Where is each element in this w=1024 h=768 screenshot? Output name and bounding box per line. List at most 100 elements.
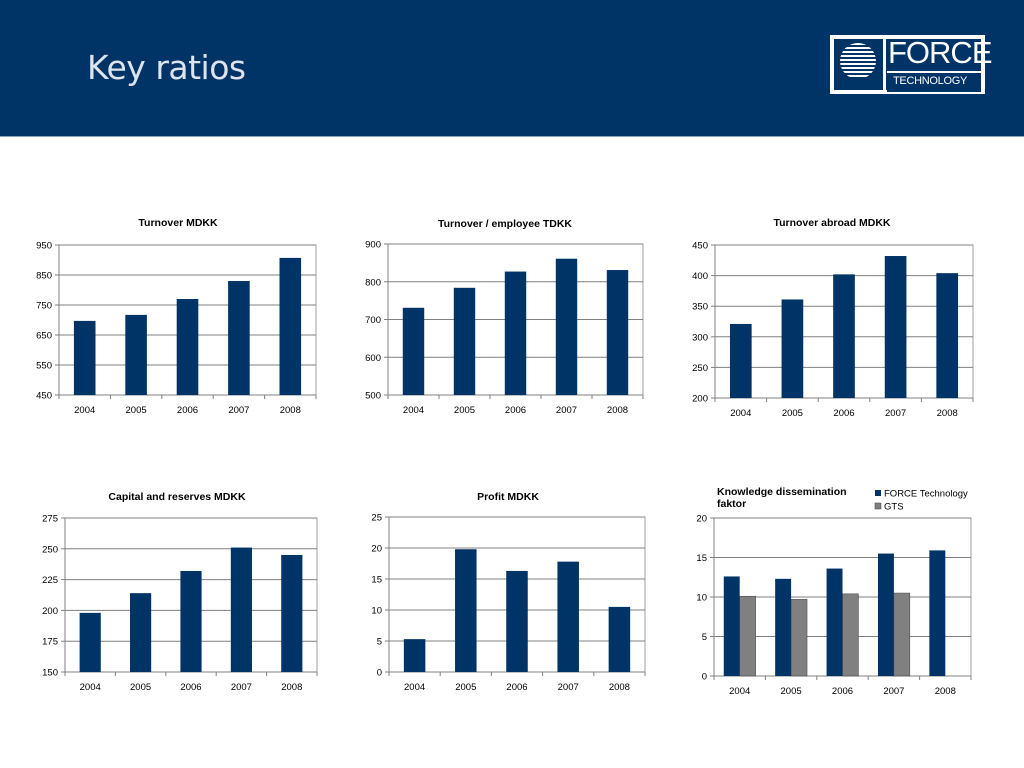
x-tick-label: 2004 xyxy=(729,686,750,697)
chart-title: Profit MDKK xyxy=(477,491,539,503)
bar-force-technology-2004 xyxy=(723,576,740,676)
y-tick-label: 700 xyxy=(365,315,381,326)
x-tick-label: 2008 xyxy=(280,405,301,416)
y-tick-label: 150 xyxy=(42,668,58,679)
y-tick-label: 450 xyxy=(692,241,708,252)
logo-subtitle: TECHNOLOGY xyxy=(893,75,968,87)
chart-title: faktor xyxy=(717,498,746,510)
x-tick-label: 2008 xyxy=(607,405,628,416)
x-tick-label: 2006 xyxy=(833,408,854,419)
x-tick-label: 2004 xyxy=(74,405,95,416)
y-tick-label: 900 xyxy=(365,240,381,251)
bar-2007 xyxy=(230,547,252,672)
y-tick-label: 250 xyxy=(692,363,708,374)
bar-2008 xyxy=(608,606,631,672)
legend-label: FORCE Technology xyxy=(884,489,968,500)
y-tick-label: 15 xyxy=(696,553,707,564)
y-tick-label: 20 xyxy=(696,514,707,525)
chart-title: Capital and reserves MDKK xyxy=(108,491,246,503)
x-tick-label: 2007 xyxy=(558,682,579,693)
y-tick-label: 300 xyxy=(692,332,708,343)
bar-2004 xyxy=(79,612,101,672)
bar-2005 xyxy=(125,314,147,395)
x-tick-label: 2007 xyxy=(228,405,249,416)
y-tick-label: 750 xyxy=(36,301,52,312)
y-tick-label: 600 xyxy=(365,353,381,364)
y-tick-label: 800 xyxy=(365,277,381,288)
x-tick-label: 2004 xyxy=(80,682,101,693)
y-tick-label: 450 xyxy=(36,391,52,402)
bar-2006 xyxy=(176,299,199,395)
bar-gts-2007 xyxy=(893,592,911,677)
x-tick-label: 2004 xyxy=(404,682,425,693)
x-tick-label: 2007 xyxy=(885,408,906,419)
chart-title: Turnover / employee TDKK xyxy=(438,218,572,230)
y-tick-label: 25 xyxy=(371,513,382,524)
bar-2004 xyxy=(403,639,426,672)
bar-2008 xyxy=(606,270,629,395)
chart-title: Turnover abroad MDKK xyxy=(773,217,890,229)
y-tick-label: 500 xyxy=(365,391,381,402)
x-tick-label: 2006 xyxy=(506,682,527,693)
x-tick-label: 2008 xyxy=(281,682,302,693)
y-tick-label: 250 xyxy=(42,544,58,555)
bar-2004 xyxy=(402,307,425,395)
logo-subbar: TECHNOLOGY xyxy=(887,71,981,92)
x-tick-label: 2005 xyxy=(126,405,147,416)
bar-2005 xyxy=(453,287,476,395)
legend-swatch xyxy=(874,502,882,510)
x-tick-label: 2008 xyxy=(935,686,956,697)
bar-2006 xyxy=(506,570,528,672)
x-tick-label: 2007 xyxy=(231,682,252,693)
y-tick-label: 225 xyxy=(42,575,58,586)
x-tick-label: 2006 xyxy=(180,682,201,693)
bar-2006 xyxy=(504,271,527,395)
y-tick-label: 400 xyxy=(692,271,708,282)
bar-gts-2006 xyxy=(842,593,859,677)
x-tick-label: 2007 xyxy=(556,405,577,416)
page-title: Key ratios xyxy=(87,48,246,87)
legend-swatch xyxy=(875,490,881,496)
chart-title: Turnover MDKK xyxy=(138,217,218,229)
bar-force-technology-2007 xyxy=(877,553,894,676)
y-tick-label: 200 xyxy=(692,394,708,405)
force-technology-logo: FORCE TECHNOLOGY xyxy=(830,35,992,94)
x-tick-label: 2004 xyxy=(403,405,424,416)
bar-2006 xyxy=(180,570,202,672)
y-tick-label: 175 xyxy=(42,637,58,648)
y-tick-label: 550 xyxy=(36,361,52,372)
bar-gts-2005 xyxy=(790,599,808,677)
bar-force-technology-2008 xyxy=(929,550,946,676)
chart-title: Knowledge dissemination xyxy=(717,486,847,498)
logo-wordmark: FORCE xyxy=(888,35,992,70)
x-tick-label: 2005 xyxy=(781,686,802,697)
x-tick-label: 2005 xyxy=(454,405,475,416)
bar-2007 xyxy=(884,256,907,398)
bar-2008 xyxy=(281,554,303,672)
x-tick-label: 2006 xyxy=(177,405,198,416)
y-tick-label: 950 xyxy=(36,241,52,252)
bar-2007 xyxy=(228,281,250,395)
slide-header: Key ratios FORCE TECHNOLOGY xyxy=(0,0,1024,137)
bar-2004 xyxy=(73,320,96,395)
x-tick-label: 2004 xyxy=(730,408,751,419)
y-tick-label: 275 xyxy=(42,514,58,525)
y-tick-label: 0 xyxy=(377,668,382,679)
x-tick-label: 2005 xyxy=(455,682,476,693)
bar-2004 xyxy=(729,323,752,398)
y-tick-label: 20 xyxy=(371,544,382,555)
bar-force-technology-2005 xyxy=(775,578,792,676)
bar-2005 xyxy=(781,299,804,398)
x-tick-label: 2005 xyxy=(782,408,803,419)
bar-2008 xyxy=(936,273,959,398)
bar-2006 xyxy=(833,274,855,398)
bar-2007 xyxy=(557,561,579,672)
y-tick-label: 5 xyxy=(702,632,707,643)
legend-label: GTS xyxy=(884,502,904,513)
x-tick-label: 2007 xyxy=(883,686,904,697)
